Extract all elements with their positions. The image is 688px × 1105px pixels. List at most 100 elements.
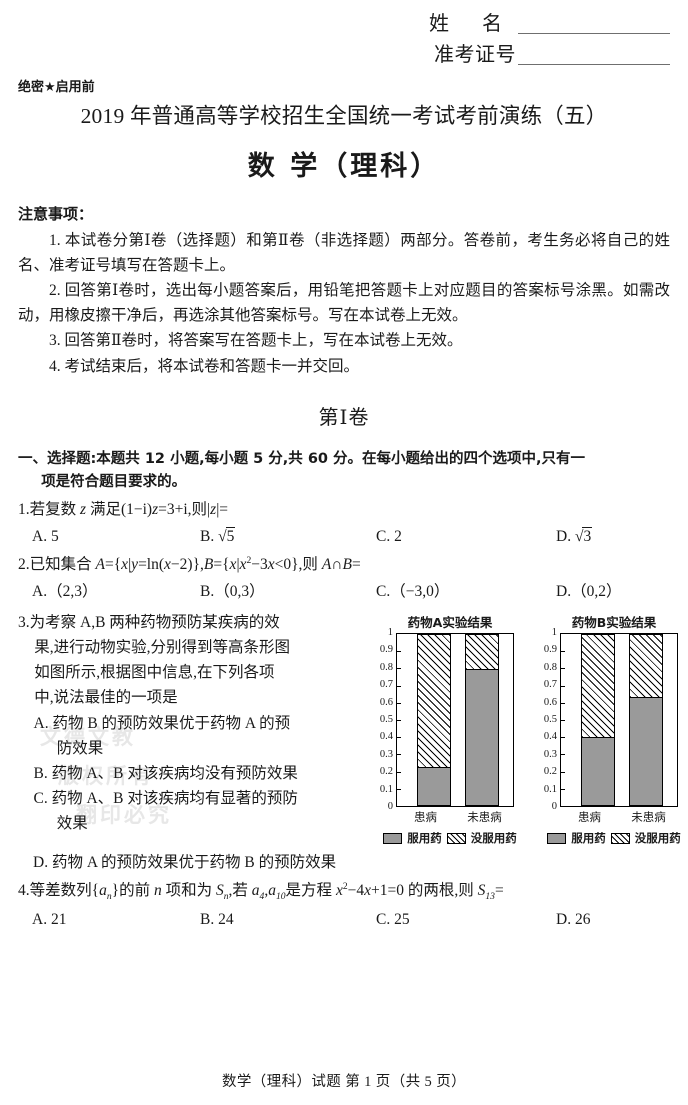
sqrt-icon: √5: [218, 527, 236, 546]
legend-swatch-no-drug: [610, 832, 630, 844]
subject-title: 数 学（理科）: [247, 151, 441, 182]
page-footer: 数学（理科）试题 第 1 页（共 5 页）: [221, 1074, 467, 1090]
chart-a-bar-huanbing: [417, 634, 451, 807]
name-row: 姓 名: [18, 14, 670, 34]
option-a[interactable]: A. 21: [32, 911, 67, 929]
chart-b-plot-area: [560, 633, 678, 808]
question-2-number: 2.: [18, 556, 30, 574]
y-tick: 0.6: [543, 696, 557, 708]
page-title: 2019 年普通高等学校招生全国统一考试考前演练（五）: [80, 104, 608, 128]
option-a[interactable]: A. 5: [32, 525, 200, 549]
question-1-options: A. 5 B. √5 C. 2 D. √3: [18, 525, 670, 549]
segment-took-drug: [418, 766, 450, 806]
chart-b-title: 药物B实验结果: [571, 615, 657, 631]
option-d[interactable]: D.（0,2）: [556, 583, 622, 601]
question-4-stem: 4.等差数列{an}的前 n 项和为 Sn,若 a4,a10是方程 x2−4x+…: [18, 881, 504, 903]
option-b[interactable]: B.（0,3）: [200, 583, 265, 601]
y-tick: 0.4: [543, 731, 557, 743]
y-tick: 0.5: [543, 713, 557, 725]
segment-took-drug: [582, 737, 614, 806]
question-3-stem-line: 3.为考察 A,B 两种药物预防某疾病的效: [18, 614, 280, 632]
question-3-number: 3.: [18, 614, 30, 632]
y-tick: 0.4: [379, 731, 393, 743]
chart-a-x-labels: 患病 未患病: [396, 809, 514, 825]
option-a-letter: A.: [32, 528, 48, 546]
y-tick: 0.7: [543, 679, 557, 691]
question-1-number: 1.: [18, 501, 30, 519]
y-tick: 0.2: [543, 766, 557, 778]
notice-heading: 注意事项：: [18, 205, 94, 223]
option-a-value: 5: [50, 528, 59, 546]
segment-took-drug: [466, 669, 498, 806]
option-a[interactable]: A.（2,3）: [32, 583, 98, 601]
option-a-cont: 防效果: [56, 739, 104, 757]
option-d[interactable]: D. 26: [556, 911, 591, 929]
option-c[interactable]: C.（−3,0）: [376, 583, 450, 601]
chart-b-y-axis: 1 0.9 0.8 0.7 0.6 0.5 0.4 0.3 0.2 0.1 0: [534, 627, 560, 811]
exam-id-row: 准考证号: [18, 45, 670, 65]
chart-b-plot-row: 1 0.9 0.8 0.7 0.6 0.5 0.4 0.3 0.2 0.1 0: [534, 627, 688, 811]
option-b[interactable]: B. 24: [200, 911, 234, 929]
y-tick: 0.6: [379, 696, 393, 708]
question-3: 3.为考察 A,B 两种药物预防某疾病的效 果,进行动物实验,分别得到等高条形图…: [18, 610, 681, 846]
secret-notice: 绝密★启用前: [18, 80, 95, 95]
question-4: 4.等差数列{an}的前 n 项和为 Sn,若 a4,a10是方程 x2−4x+…: [18, 879, 670, 932]
chart-b-x-labels: 患病 未患病: [560, 809, 678, 825]
chart-b-bar-huanbing: [581, 634, 615, 807]
notice-block: 注意事项： 1. 本试卷分第Ⅰ卷（选择题）和第Ⅱ卷（非选择题）两部分。答卷前，考…: [18, 203, 670, 379]
legend-label-took-drug: 服用药: [571, 831, 606, 846]
option-d[interactable]: D. √3: [556, 525, 593, 549]
x-label: 未患病: [467, 812, 502, 825]
option-c[interactable]: C. 2: [376, 525, 556, 549]
chart-a-legend: 服用药 没服用药: [370, 830, 530, 846]
option-c-cont: 效果: [56, 814, 88, 832]
y-tick: 0.2: [379, 766, 393, 778]
notice-item: 3. 回答第Ⅱ卷时，将答案写在答题卡上，写在本试卷上无效。: [49, 332, 463, 350]
question-3-option-d[interactable]: D. 药物 A 的预防效果优于药物 B 的预防效果: [18, 850, 670, 875]
y-tick: 1: [387, 626, 393, 638]
x-label: 患病: [414, 812, 437, 825]
option-c-value: 2: [394, 528, 402, 546]
exam-id-input-line[interactable]: [518, 45, 670, 65]
option-b[interactable]: B. √5: [200, 525, 376, 549]
chart-b-bar-weihuanbing: [629, 634, 663, 807]
question-2-stem: 2.已知集合 A={x|y=ln(x−2)},B={x|x2−3x<0},则 A…: [18, 554, 361, 574]
question-4-number: 4.: [18, 882, 30, 900]
y-tick: 0.8: [379, 661, 393, 673]
y-tick: 0.9: [543, 644, 557, 656]
notice-item: 4. 考试结束后，将本试卷和答题卡一并交回。: [49, 357, 360, 375]
option-c[interactable]: C. 药物 A、B 对该疾病均有显著的预防: [33, 789, 298, 807]
juan-title: 第Ⅰ卷: [318, 406, 370, 429]
y-tick: 0.8: [543, 661, 557, 673]
question-3-stem-line: 果,进行动物实验,分别得到等高条形图: [34, 639, 291, 657]
y-tick: 0.1: [379, 783, 393, 795]
x-label: 未患病: [631, 812, 666, 825]
question-4-options: A. 21 B. 24 C. 25 D. 26: [18, 908, 670, 932]
name-label: 姓 名: [429, 13, 516, 35]
segment-no-drug: [418, 635, 450, 767]
y-tick: 1: [551, 626, 557, 638]
y-tick: 0.3: [379, 748, 393, 760]
question-3-text: 3.为考察 A,B 两种药物预防某疾病的效 果,进行动物实验,分别得到等高条形图…: [18, 610, 370, 836]
name-input-line[interactable]: [518, 14, 670, 34]
identification-block: 姓 名 准考证号: [18, 0, 670, 65]
chart-a-plot-area: [396, 633, 514, 808]
legend-label-no-drug: 没服用药: [470, 831, 517, 846]
chart-drug-b: 药物B实验结果 1 0.9 0.8 0.7 0.6 0.5 0.4 0.3 0.…: [534, 612, 688, 846]
option-d-letter: D.: [556, 528, 572, 546]
legend-swatch-took-drug: [547, 832, 567, 844]
y-tick: 0.3: [543, 748, 557, 760]
question-1: 1.若复数 z 满足(1−i)z=3+i,则|z|= A. 5 B. √5 C.…: [18, 498, 670, 549]
chart-drug-a: 药物A实验结果 1 0.9 0.8 0.7 0.6 0.5 0.4 0.3 0.…: [370, 612, 530, 846]
option-c[interactable]: C. 25: [376, 911, 410, 929]
option-a[interactable]: A. 药物 B 的预防效果优于药物 A 的预: [33, 714, 291, 732]
chart-a-bar-weihuanbing: [465, 634, 499, 807]
option-d-letter: D.: [33, 854, 49, 872]
y-tick: 0.5: [379, 713, 393, 725]
y-tick: 0.9: [379, 644, 393, 656]
option-c-letter: C.: [376, 528, 391, 546]
question-2: 2.已知集合 A={x|y=ln(x−2)},B={x|x2−3x<0},则 A…: [18, 553, 670, 604]
option-b[interactable]: B. 药物 A、B 对该疾病均没有预防效果: [33, 764, 298, 782]
section-intro-line-2: 项是符合题目要求的。: [41, 473, 187, 490]
